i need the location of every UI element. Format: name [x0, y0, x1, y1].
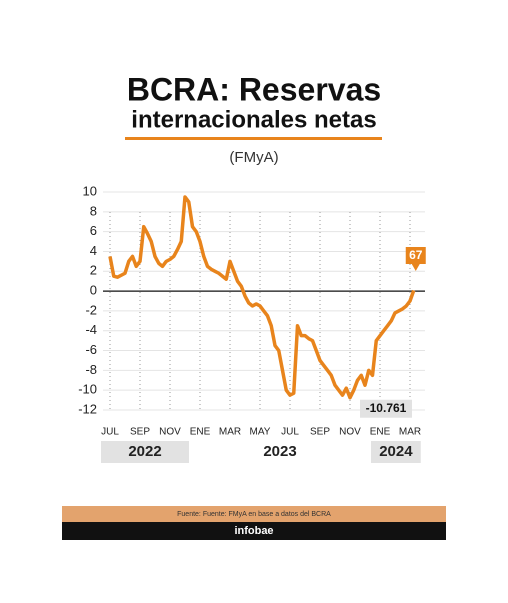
x-tick-label: NOV [159, 427, 181, 438]
data-label: -10.761 [366, 401, 407, 415]
chart-subtitle: (FMyA) [229, 149, 278, 166]
source: Fuente: Fuente: FMyA en base a datos del… [177, 511, 331, 518]
x-tick-label: MAY [250, 427, 271, 438]
x-tick-label: JUL [101, 427, 119, 438]
y-tick-label: -8 [85, 362, 97, 377]
x-tick-label: ENE [370, 427, 391, 438]
brand-band [62, 522, 446, 540]
chart-title: internacionales netas [131, 106, 376, 133]
x-tick-label: MAR [399, 427, 421, 438]
y-tick-label: 6 [90, 223, 97, 238]
year-label: 2024 [379, 443, 413, 460]
y-tick-label: 0 [90, 283, 97, 298]
data-label: 67 [409, 248, 423, 262]
chart-title: BCRA: Reservas [127, 71, 381, 107]
brand: infobae [234, 525, 273, 537]
x-tick-label: ENE [190, 427, 211, 438]
x-tick-label: MAR [219, 427, 241, 438]
y-tick-label: 10 [83, 183, 97, 198]
year-label: 2023 [263, 443, 296, 460]
x-tick-label: NOV [339, 427, 361, 438]
y-tick-label: -6 [85, 342, 97, 357]
year-box [371, 441, 421, 463]
title-underline [125, 137, 382, 140]
y-tick-label: 4 [90, 243, 97, 258]
y-tick-label: 2 [90, 263, 97, 278]
label-box [360, 399, 412, 418]
x-tick-label: SEP [310, 427, 330, 438]
y-tick-label: 8 [90, 203, 97, 218]
x-tick-label: JUL [281, 427, 299, 438]
y-tick-label: -10 [78, 382, 97, 397]
y-tick-label: -2 [85, 302, 97, 317]
label-pointer [411, 264, 420, 271]
y-tick-label: -12 [78, 401, 97, 416]
year-label: 2022 [128, 443, 161, 460]
y-tick-label: -4 [85, 322, 97, 337]
x-tick-label: SEP [130, 427, 150, 438]
series-line [108, 195, 416, 400]
year-box [101, 441, 189, 463]
source-band [62, 506, 446, 522]
label-box [405, 247, 426, 264]
